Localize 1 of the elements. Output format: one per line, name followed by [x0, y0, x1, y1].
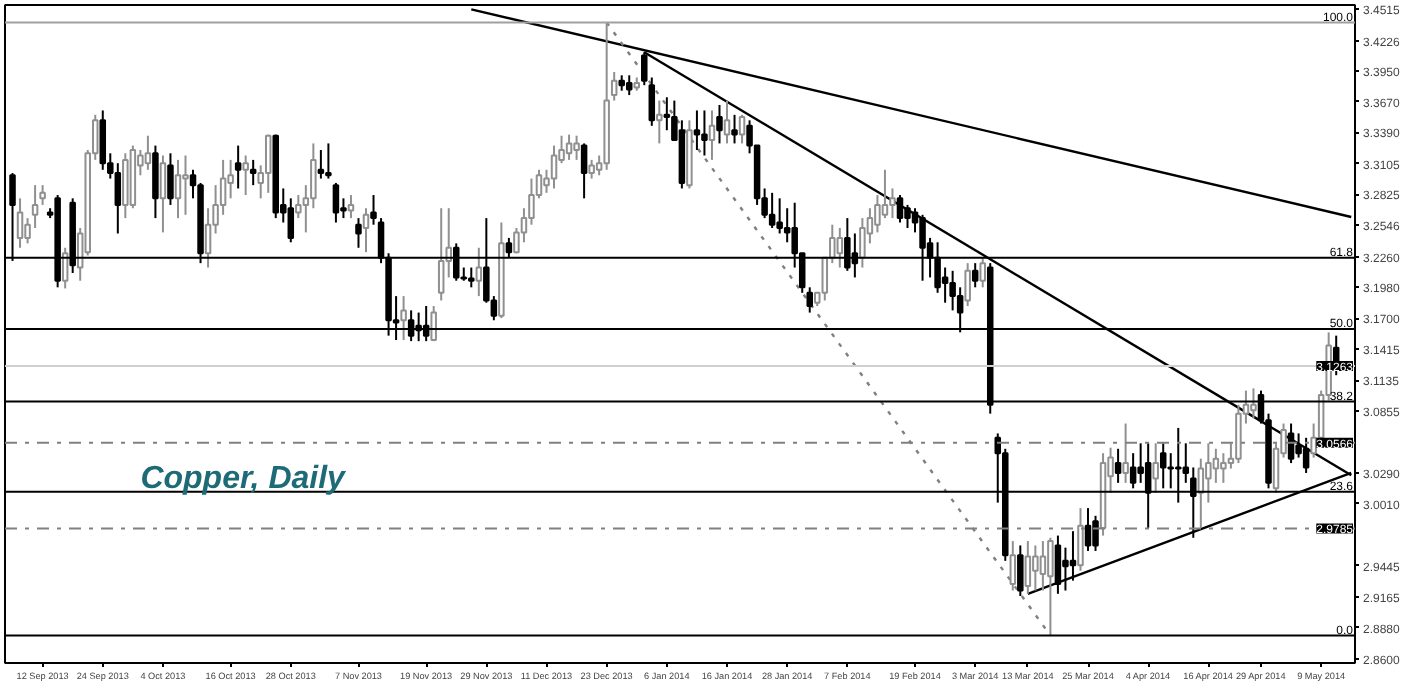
text: Copper, Daily — [140, 462, 348, 497]
